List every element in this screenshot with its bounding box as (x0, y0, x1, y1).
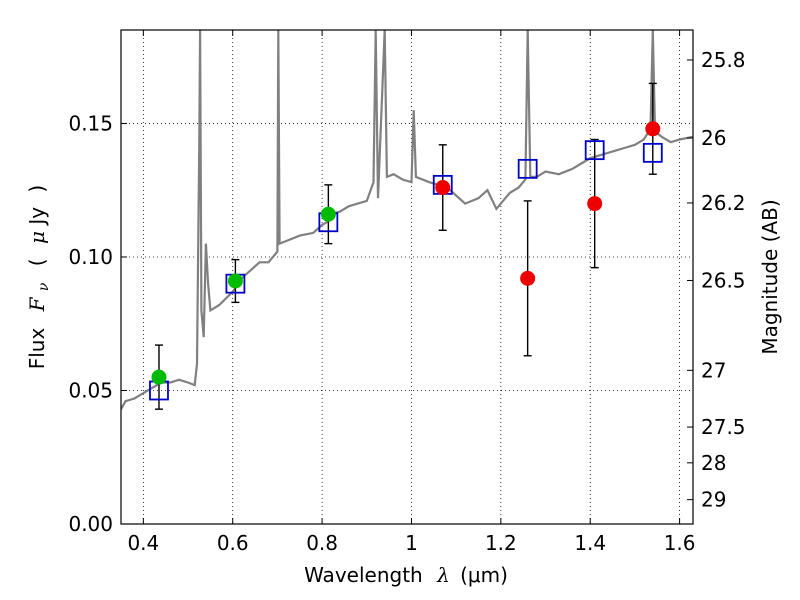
ir-photometry-marker (587, 196, 603, 212)
y2-tick-label: 26.2 (701, 191, 746, 215)
plot-frame (120, 29, 694, 525)
y-axis-unit-close: ) (25, 185, 49, 193)
grid (121, 30, 693, 524)
y2-tick-label: 28 (701, 451, 726, 475)
y2-axis-label: Magnitude (AB) (758, 199, 782, 354)
model-square-marker (642, 142, 663, 163)
optical-photometry-marker (151, 369, 167, 385)
x-axis-label-text: Wavelength (304, 563, 423, 587)
y-axis-symbol: F (25, 296, 49, 312)
y-axis-unit-mu: μ (25, 231, 49, 244)
x-tick-label: 0.6 (217, 531, 249, 555)
optical-photometry-marker (227, 273, 243, 289)
y-tick-label: 0.00 (68, 512, 113, 536)
y-axis-unit-open: ( (25, 258, 49, 266)
marker-layer (149, 121, 663, 401)
y2-tick-label: 26.5 (701, 268, 746, 292)
y-axis-label-text: Flux (25, 328, 49, 370)
x-tick-label: 1.6 (664, 531, 696, 555)
ir-photometry-marker (435, 180, 451, 196)
y-tick-label: 0.15 (68, 111, 113, 135)
axis-ticks: 0.4 0.6 0.8 1 1.2 1.4 1.6 0.00 0.05 0.10 0.15 25.8 2… (68, 30, 746, 555)
model-square-marker (584, 140, 605, 161)
y2-tick-label: 27 (701, 358, 726, 382)
spectrum-layer (121, 30, 693, 410)
x-axis-label: Wavelength λ (μm) (304, 563, 508, 587)
y2-tick-label: 27.5 (701, 415, 746, 439)
y2-tick-label: 29 (701, 488, 726, 512)
x-tick-label: 1 (405, 531, 418, 555)
x-tick-label: 0.4 (127, 531, 159, 555)
spectrum-line (121, 30, 693, 410)
x-axis-symbol: λ (436, 563, 450, 587)
x-axis-unit: (μm) (460, 563, 508, 587)
x-tick-label: 1.2 (485, 531, 517, 555)
y-axis-unit-rest: Jy (25, 207, 49, 227)
y-axis-label: Flux F ν ( μ Jy ) (25, 185, 53, 370)
x-tick-label: 1.4 (574, 531, 606, 555)
y-tick-label: 0.05 (68, 378, 113, 402)
x-tick-label: 0.8 (306, 531, 338, 555)
model-square-marker (517, 158, 538, 179)
y2-tick-label: 25.8 (701, 48, 746, 72)
y-tick-label: 0.10 (68, 245, 113, 269)
ir-photometry-marker (645, 121, 661, 137)
ir-photometry-marker (520, 270, 536, 286)
y2-tick-label: 26 (701, 126, 726, 150)
y-axis-subscript: ν (36, 282, 52, 291)
optical-photometry-marker (320, 206, 336, 222)
